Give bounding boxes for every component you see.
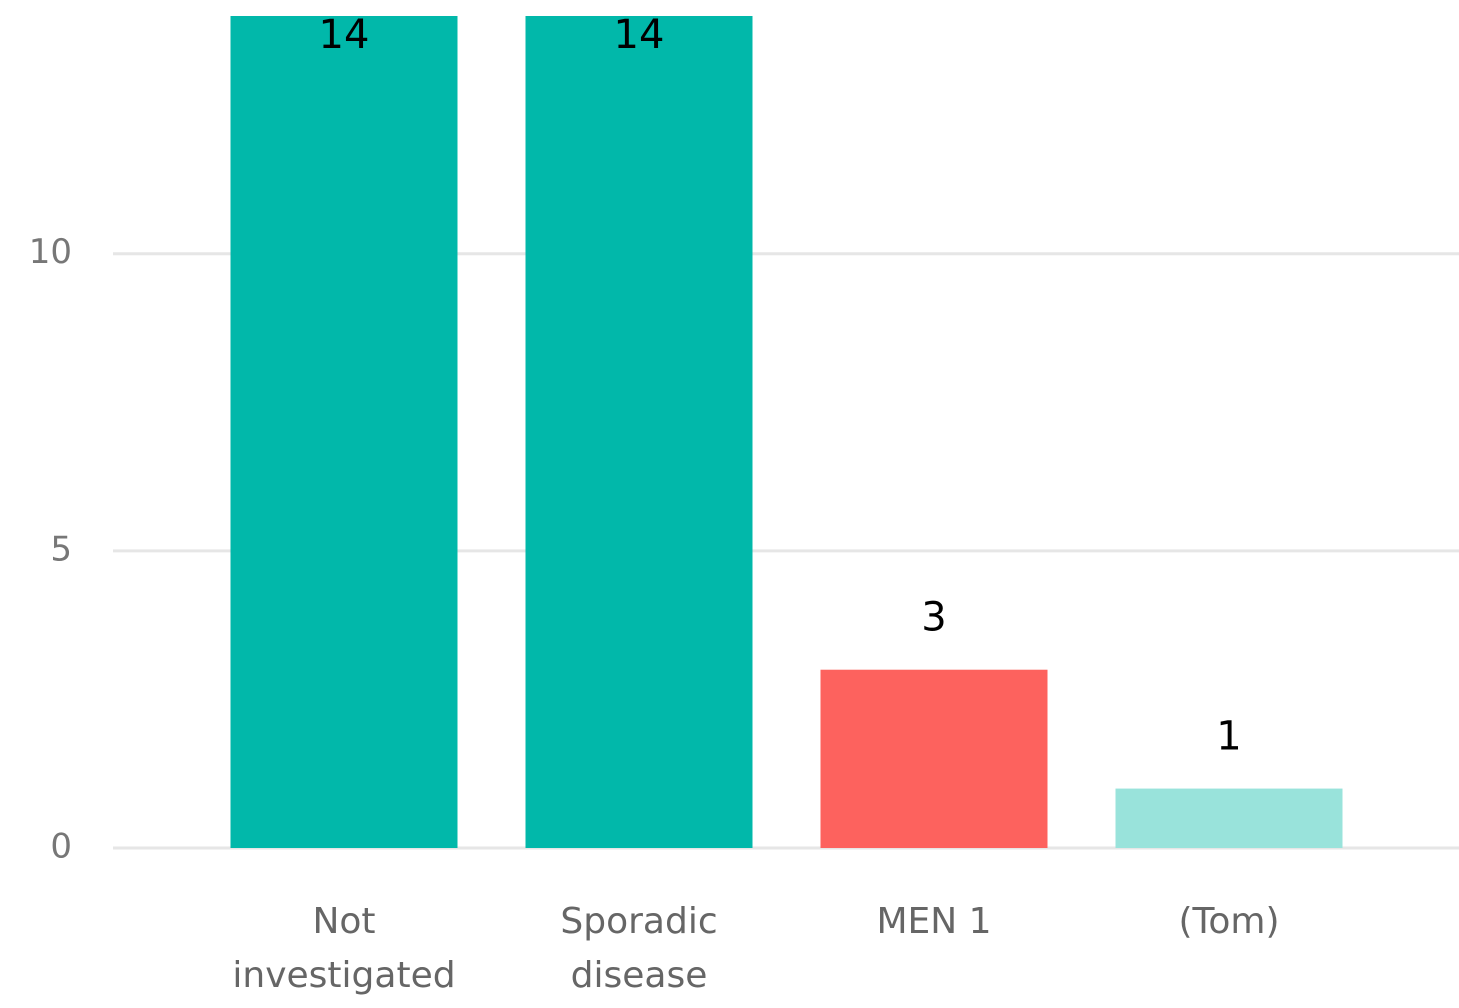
data-label: 3 — [921, 595, 946, 641]
bar — [1115, 788, 1343, 848]
data-label: 14 — [319, 12, 370, 58]
x-tick-label: Sporadic disease — [560, 901, 718, 996]
y-tick-label: 5 — [50, 529, 72, 569]
y-tick-label: 0 — [50, 827, 72, 867]
data-label: 1 — [1216, 714, 1241, 760]
y-tick-label: 10 — [29, 232, 72, 272]
data-label: 14 — [614, 12, 665, 58]
bar — [820, 669, 1048, 848]
x-tick-label: MEN 1 — [876, 901, 992, 942]
bar — [230, 16, 458, 848]
x-tick-label: Not investigated — [232, 901, 456, 996]
bar — [525, 16, 753, 848]
x-tick-label: (Tom) — [1178, 901, 1280, 942]
